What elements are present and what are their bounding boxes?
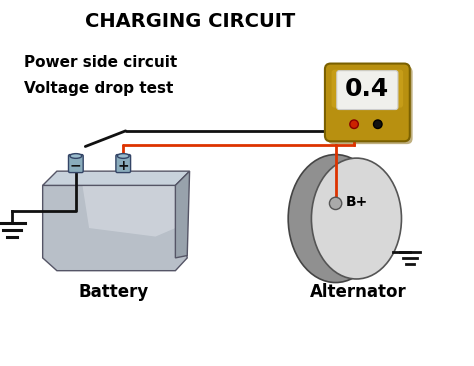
Text: −: − — [70, 159, 82, 173]
Ellipse shape — [311, 158, 401, 279]
Text: Power side circuit: Power side circuit — [24, 55, 177, 70]
Text: CHARGING CIRCUIT: CHARGING CIRCUIT — [85, 12, 296, 31]
Ellipse shape — [288, 154, 383, 283]
Polygon shape — [175, 171, 190, 258]
FancyBboxPatch shape — [116, 154, 131, 173]
Text: Alternator: Alternator — [310, 283, 406, 300]
Text: B+: B+ — [346, 195, 368, 209]
FancyBboxPatch shape — [337, 71, 398, 109]
Circle shape — [329, 197, 342, 210]
Polygon shape — [43, 185, 187, 271]
Text: Voltage drop test: Voltage drop test — [24, 81, 173, 96]
Ellipse shape — [70, 154, 82, 158]
FancyBboxPatch shape — [328, 66, 412, 144]
Circle shape — [350, 120, 358, 128]
FancyBboxPatch shape — [325, 64, 410, 141]
FancyBboxPatch shape — [332, 70, 403, 108]
Text: +: + — [118, 159, 129, 173]
Ellipse shape — [118, 154, 129, 158]
Circle shape — [374, 120, 382, 128]
Text: 0.4: 0.4 — [345, 77, 390, 101]
Polygon shape — [82, 185, 175, 236]
Polygon shape — [43, 171, 190, 185]
FancyBboxPatch shape — [69, 154, 83, 173]
Text: Battery: Battery — [79, 283, 149, 300]
